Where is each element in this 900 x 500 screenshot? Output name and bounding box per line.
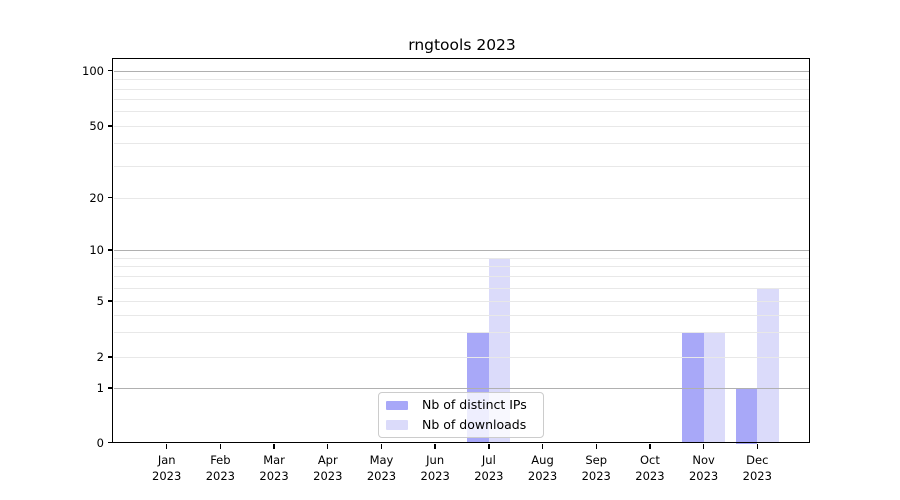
x-tick-mark	[756, 444, 758, 449]
x-tick-month: Sep	[585, 453, 608, 467]
x-tick-month: Jul	[481, 453, 496, 467]
x-tick-mark	[595, 444, 597, 449]
y-tick-label: 20	[89, 190, 104, 205]
minor-gridline	[114, 287, 810, 289]
x-tick-label: Nov 2023	[672, 453, 736, 484]
legend-item-downloads: Nb of downloads	[386, 417, 535, 434]
minor-gridline	[114, 197, 810, 199]
x-tick-mark	[273, 444, 275, 449]
bar-distinct-ips	[682, 332, 704, 444]
major-gridline	[114, 70, 810, 72]
y-tick-label: 1	[96, 381, 104, 395]
x-tick-year: 2023	[527, 468, 558, 483]
x-tick-month: Apr	[317, 453, 338, 467]
minor-gridline	[114, 126, 810, 127]
y-tick-mark	[108, 300, 113, 302]
legend-label: Nb of distinct IPs	[422, 397, 527, 413]
x-tick-month: Dec	[746, 453, 769, 467]
x-tick-year: 2023	[313, 468, 343, 483]
x-tick-month: Jan	[157, 453, 176, 467]
y-tick-label: 100	[82, 63, 104, 78]
x-tick-month: Mar	[263, 453, 285, 467]
minor-gridline	[114, 332, 810, 334]
y-tick-mark	[108, 356, 113, 358]
minor-gridline	[114, 266, 810, 268]
bar-downloads	[757, 287, 779, 444]
x-tick-mark	[434, 444, 436, 449]
chart-title: rngtools 2023	[408, 36, 516, 54]
legend: Nb of distinct IPs Nb of downloads	[378, 392, 544, 438]
x-tick-year: 2023	[420, 468, 450, 483]
x-tick-month: Jun	[426, 453, 445, 467]
legend-item-distinct-ips: Nb of distinct IPs	[386, 397, 535, 414]
x-tick-mark	[380, 444, 383, 449]
bar-distinct-ips	[735, 388, 758, 444]
minor-gridline	[114, 276, 810, 278]
x-tick-year: 2023	[635, 468, 665, 483]
y-tick-mark	[108, 441, 113, 444]
x-tick-label: Jul 2023	[457, 453, 521, 484]
x-tick-label: Apr 2023	[296, 453, 360, 484]
legend-swatch-downloads-icon	[386, 420, 408, 430]
minor-gridline	[114, 143, 810, 145]
x-tick-mark	[541, 444, 544, 449]
x-tick-year: 2023	[688, 468, 719, 483]
y-tick-label: 50	[89, 119, 104, 133]
x-tick-month: Nov	[692, 453, 715, 467]
x-tick-year: 2023	[205, 468, 236, 483]
minor-gridline	[114, 301, 810, 302]
minor-gridline	[114, 257, 810, 259]
minor-gridline	[114, 88, 810, 90]
legend-swatch-distinct-ips-icon	[386, 400, 408, 410]
x-tick-month: Feb	[210, 453, 231, 467]
y-tick-label: 0	[96, 435, 104, 450]
x-tick-label: Oct 2023	[618, 453, 682, 484]
major-gridline	[114, 388, 810, 389]
x-tick-month: May	[369, 453, 394, 467]
x-tick-label: Mar 2023	[242, 453, 306, 484]
y-tick-mark	[108, 125, 113, 127]
minor-gridline	[114, 79, 810, 81]
legend-label: Nb of downloads	[422, 416, 527, 432]
x-tick-label: Jan 2023	[135, 453, 199, 484]
x-tick-mark	[165, 444, 168, 449]
x-tick-label: Feb 2023	[188, 453, 252, 484]
x-tick-year: 2023	[581, 468, 611, 483]
x-tick-label: Jun 2023	[403, 453, 467, 484]
x-tick-label: May 2023	[349, 453, 413, 484]
x-tick-year: 2023	[474, 468, 504, 483]
x-tick-year: 2023	[152, 468, 182, 483]
y-tick-label: 5	[96, 294, 104, 308]
bar-downloads	[703, 332, 726, 444]
minor-gridline	[114, 314, 810, 316]
x-tick-mark	[219, 444, 222, 449]
x-tick-month: Oct	[639, 453, 660, 467]
minor-gridline	[114, 111, 810, 113]
y-tick-label: 10	[89, 243, 104, 257]
minor-gridline	[114, 165, 810, 167]
x-tick-year: 2023	[366, 468, 397, 483]
x-tick-mark	[649, 444, 651, 449]
x-tick-label: Dec 2023	[725, 453, 789, 484]
x-tick-year: 2023	[259, 468, 289, 483]
y-tick-mark	[108, 197, 113, 199]
x-tick-year: 2023	[742, 468, 772, 483]
x-tick-label: Sep 2023	[564, 453, 628, 484]
y-tick-mark	[108, 70, 113, 72]
x-tick-month: Aug	[531, 453, 554, 467]
x-tick-label: Aug 2023	[511, 453, 575, 484]
x-tick-mark	[702, 444, 705, 449]
minor-gridline	[114, 357, 810, 358]
y-tick-label: 2	[96, 350, 104, 364]
y-tick-mark	[108, 387, 113, 389]
x-tick-mark	[488, 444, 490, 449]
minor-gridline	[114, 99, 810, 101]
x-tick-mark	[327, 444, 329, 449]
major-gridline	[114, 250, 810, 251]
y-tick-mark	[108, 249, 113, 251]
